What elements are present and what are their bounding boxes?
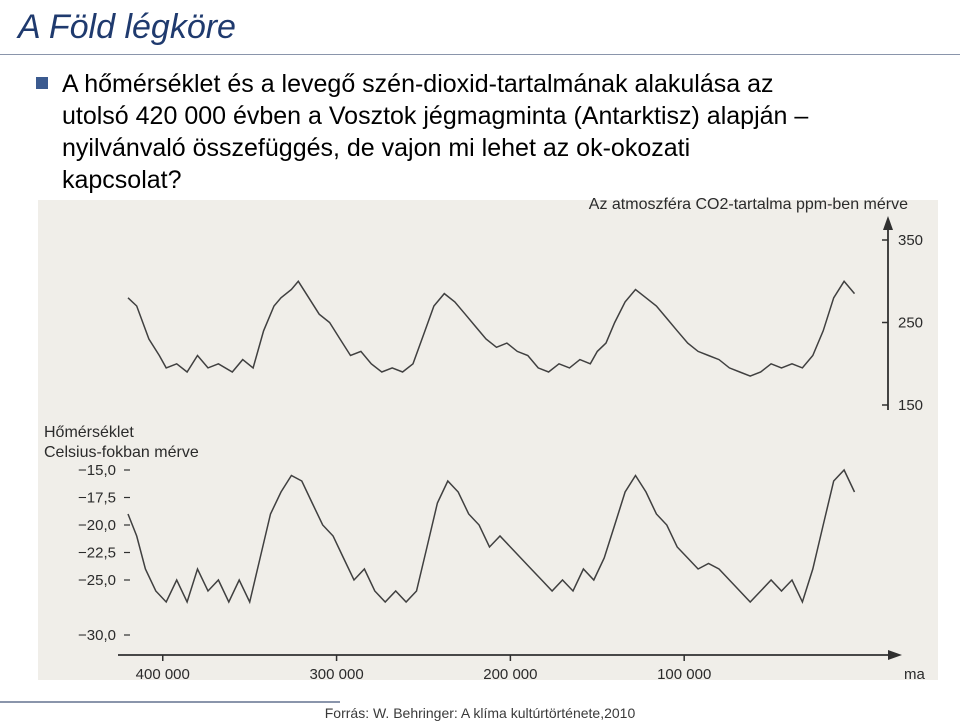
bullet-block: A hőmérséklet és a levegő szén-dioxid-ta… (36, 68, 816, 196)
co2-tick-label: 250 (898, 315, 923, 332)
bullet-item: A hőmérséklet és a levegő szén-dioxid-ta… (36, 68, 816, 196)
chart-area: Az atmoszféra CO2-tartalma ppm-ben mérve… (38, 200, 938, 690)
x-tick-label: 200 000 (483, 666, 537, 683)
co2-axis-arrow-icon (883, 216, 893, 230)
chart-svg: 350 250 150 −15,0 −17,5 −20,0 −22,5 −25,0 −30,0 4… (38, 200, 938, 690)
title-underline (0, 54, 960, 55)
temp-tick-label: −30,0 (78, 627, 116, 644)
temp-tick-label: −22,5 (78, 545, 116, 562)
x-tick-label: 300 000 (309, 666, 363, 683)
bullet-text: A hőmérséklet és a levegő szén-dioxid-ta… (62, 68, 816, 196)
co2-tick-label: 150 (898, 397, 923, 414)
temp-tick-label: −20,0 (78, 517, 116, 534)
temp-tick-label: −17,5 (78, 490, 116, 507)
x-tick-label: 100 000 (657, 666, 711, 683)
co2-tick-label: 350 (898, 232, 923, 249)
temp-tick-label: −25,0 (78, 572, 116, 589)
x-now-label: ma (904, 666, 925, 683)
slide: A Föld légköre A hőmérséklet és a levegő… (0, 0, 960, 727)
co2-line (128, 281, 855, 376)
temp-line (128, 470, 855, 602)
temp-tick-label: −15,0 (78, 462, 116, 479)
bullet-marker-icon (36, 77, 48, 89)
x-axis-arrow-icon (888, 650, 902, 660)
footer-bar (0, 701, 340, 703)
x-tick-label: 400 000 (136, 666, 190, 683)
page-title: A Föld légköre (18, 8, 236, 47)
source-text: Forrás: W. Behringer: A klíma kultúrtört… (0, 705, 960, 721)
